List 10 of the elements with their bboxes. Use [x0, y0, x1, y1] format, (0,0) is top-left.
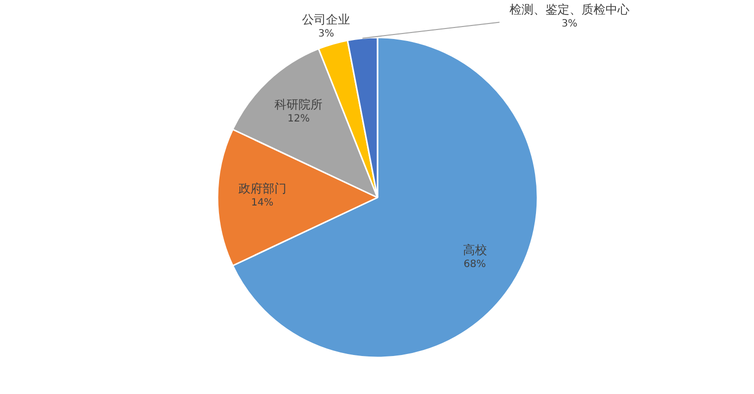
slice-label: 科研院所: [274, 98, 323, 112]
data-label: 14%: [251, 198, 274, 208]
slice-label: 高校: [462, 243, 487, 258]
data-label: 3%: [318, 28, 334, 40]
data-label: 3%: [562, 18, 578, 30]
slice-label: 检测、鉴定、质检中心: [510, 2, 630, 16]
data-label: 68%: [464, 259, 486, 270]
slice-label: 政府部门: [238, 182, 286, 196]
data-label: 12%: [288, 114, 310, 125]
slice-label: 公司企业: [302, 12, 350, 26]
